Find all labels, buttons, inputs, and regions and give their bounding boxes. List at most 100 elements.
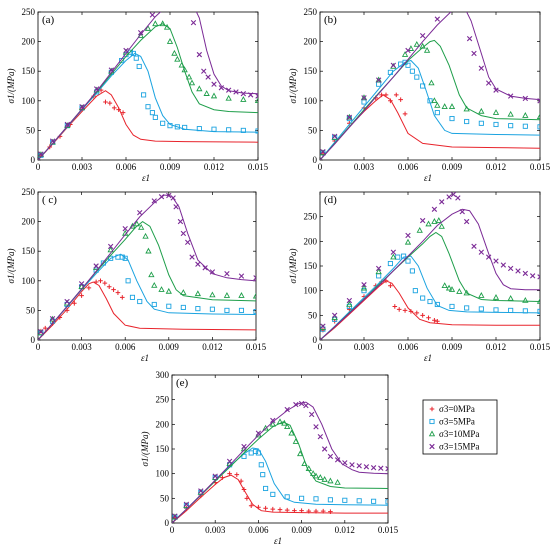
y-tick-label: 0 [31,335,36,345]
data-point [320,323,326,329]
data-point [305,465,312,471]
fit-curve [320,12,540,160]
x-tick-label: 0.003 [205,525,226,535]
data-point [346,297,353,304]
data-point [196,85,203,92]
x-axis-label: ε1 [274,536,282,546]
data-point [255,430,262,436]
data-point [281,419,288,426]
data-point [148,271,155,278]
data-point [293,401,299,408]
data-point [356,463,362,469]
data-point [106,284,112,290]
panel-label: ( c) [42,194,57,206]
data-point [464,118,470,125]
data-point [270,491,276,497]
data-point [152,114,158,120]
data-point [313,496,319,502]
data-point [434,101,441,108]
data-point [463,3,468,8]
data-point [388,98,393,104]
data-point [178,61,185,68]
data-point [376,273,382,279]
data-point [426,315,431,321]
data-point [434,110,440,116]
data-point [396,307,402,312]
plot-area [320,0,540,160]
data-point [299,495,305,501]
data-point [387,260,393,267]
data-point [138,223,145,230]
data-point [317,474,324,480]
data-point [201,68,207,74]
data-point [402,111,408,117]
y-tick-label: 150 [304,66,318,76]
panel-label: (d) [324,194,337,206]
data-point [445,284,453,291]
y-tick-label: 0 [31,155,36,165]
x-tick-label: 0.003 [354,342,375,352]
data-point [224,307,230,313]
legend-label: σ3=0MPa [439,404,475,414]
data-point [331,133,338,140]
data-point [133,55,139,61]
data-point [405,232,411,239]
x-tick-label: 0.012 [202,342,222,352]
data-point [49,315,56,322]
data-point [321,446,328,452]
plot-frame [171,374,389,524]
y-tick-label: 100 [22,276,36,286]
data-point [196,126,202,132]
data-point [431,97,438,104]
y-tick-label: 100 [304,96,318,106]
data-point [420,313,425,318]
data-point [492,294,500,300]
y-axis-label: σ1/(MPa) [288,69,298,104]
x-tick-label: 0.012 [204,162,224,172]
data-point [383,92,389,98]
chart-panel: 0 0.003 0.006 0.009 0.012 0.015 0 50 100 150 200 25… [6,187,267,363]
data-point [171,49,178,56]
fit-curve [38,281,256,340]
data-point [419,217,426,224]
data-point [320,149,326,155]
data-point [371,498,377,504]
data-point [42,325,48,331]
data-point [466,35,473,42]
data-point [478,249,485,255]
data-point [306,508,312,514]
data-point [100,260,106,266]
data-point [360,284,368,291]
chart-panel: 0 0.003 0.006 0.009 0.012 0.015 0 50 100 150 200 25… [288,191,550,363]
data-point [158,194,165,200]
data-point [203,90,210,96]
fit-curve [172,474,388,523]
data-point [166,303,172,309]
data-point [459,0,464,5]
data-point [370,465,377,471]
x-tick-label: 0.003 [72,162,93,172]
data-point [334,457,341,463]
data-point [255,450,261,456]
data-point [129,294,136,300]
data-point [183,501,190,507]
data-point [241,453,247,459]
data-point [116,107,121,112]
x-tick-label: 0.009 [291,525,312,535]
fit-curve [38,220,256,340]
data-point [522,308,528,314]
data-point [187,0,192,2]
data-point [210,92,218,99]
data-point [493,87,499,93]
data-point [508,123,514,129]
y-tick-label: 150 [22,246,36,256]
y-axis-label: σ1/(MPa) [288,249,298,284]
data-point [241,487,247,492]
data-point [320,508,326,514]
data-point [375,265,382,272]
data-point [537,274,540,280]
data-point [346,300,353,307]
data-point [303,402,309,409]
data-point [218,85,225,91]
x-tick-label: 0.015 [246,342,267,352]
